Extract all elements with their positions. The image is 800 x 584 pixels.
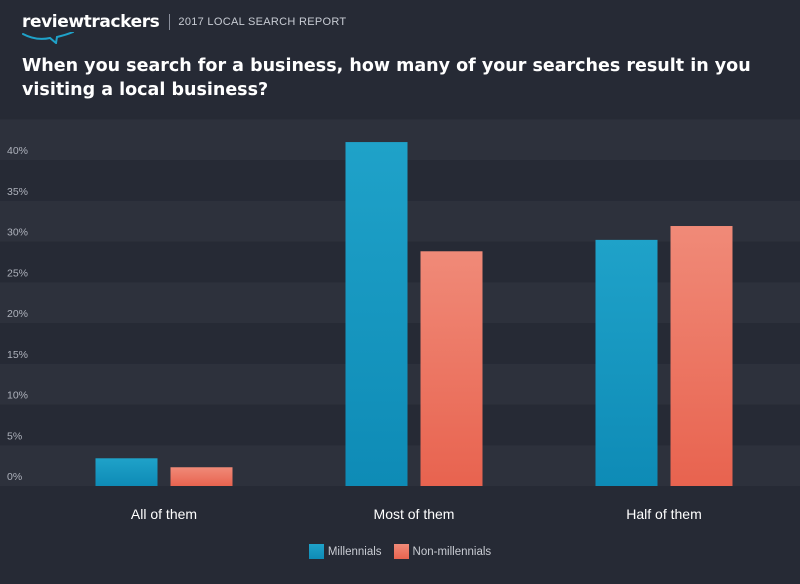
y-tick-label: 15% xyxy=(7,349,28,361)
y-tick-label: 20% xyxy=(7,308,28,320)
y-tick-label: 30% xyxy=(7,227,28,239)
legend-swatch-non-millennials xyxy=(393,544,409,559)
brand-logo: reviewtrackers xyxy=(22,12,160,44)
chart-title: When you search for a business, how many… xyxy=(22,56,751,100)
y-tick-label: 5% xyxy=(7,430,22,442)
x-category-label: Half of them xyxy=(626,506,701,522)
y-tick-label: 0% xyxy=(7,471,22,483)
legend-item-non-millennials[interactable]: Non-millennials xyxy=(393,544,492,559)
bar-non-millennials xyxy=(420,251,483,486)
report-header: reviewtrackers 2017 LOCAL SEARCH REPORT xyxy=(22,12,347,44)
bar-non-millennials xyxy=(670,226,733,486)
y-tick-label: 35% xyxy=(7,186,28,198)
y-tick-label: 10% xyxy=(7,390,28,402)
logo-text: reviewtrackers xyxy=(22,12,160,32)
bar-millennials xyxy=(595,239,658,486)
bar-millennials xyxy=(95,458,158,486)
x-category-label: All of them xyxy=(131,506,197,522)
legend-label-millennials: Millennials xyxy=(327,545,382,558)
legend-label-non-millennials: Non-millennials xyxy=(412,545,492,558)
bar-millennials xyxy=(345,142,408,486)
legend-item-millennials[interactable]: Millennials xyxy=(308,544,382,559)
chart-legend: Millennials Non-millennials xyxy=(0,544,800,559)
legend-swatch-millennials xyxy=(308,544,324,559)
speech-bubble-icon xyxy=(22,32,74,44)
header-divider xyxy=(169,14,171,30)
y-tick-label: 25% xyxy=(7,267,28,279)
report-name: 2017 LOCAL SEARCH REPORT xyxy=(178,16,347,28)
y-tick-label: 40% xyxy=(7,145,28,157)
x-category-label: Most of them xyxy=(374,506,455,522)
grid-band xyxy=(0,117,800,120)
bar-non-millennials xyxy=(170,467,233,486)
